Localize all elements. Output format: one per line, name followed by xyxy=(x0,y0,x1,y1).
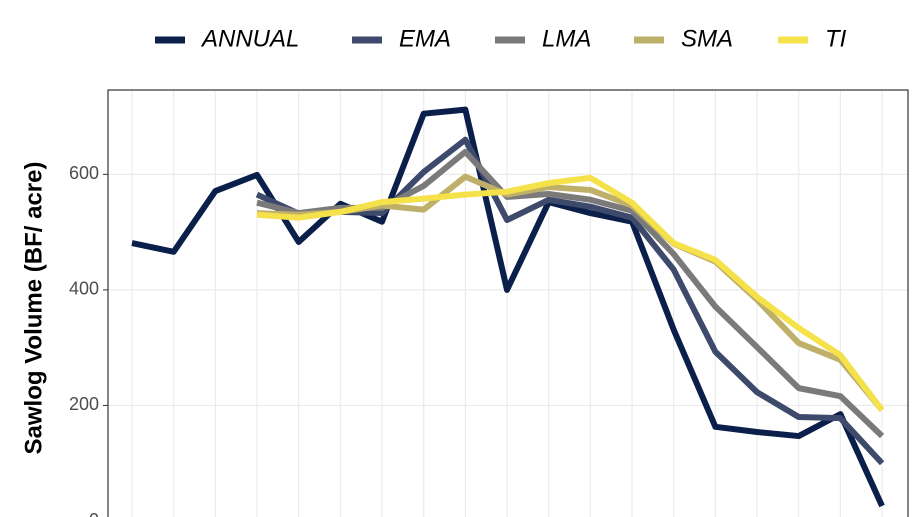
legend-label: SMA xyxy=(681,25,733,52)
y-tick-label: 400 xyxy=(69,279,99,299)
line-series xyxy=(255,136,885,466)
legend-label: ANNUAL xyxy=(200,25,299,52)
legend-label: EMA xyxy=(399,25,451,52)
legend-label: LMA xyxy=(542,25,591,52)
y-tick-label: 200 xyxy=(69,394,99,414)
y-tick-label: 600 xyxy=(69,163,99,183)
legend-label: TI xyxy=(825,25,847,52)
y-axis-title: Sawlog Volume (BF/ acre) xyxy=(20,162,47,455)
plot-background xyxy=(108,90,908,517)
line-series xyxy=(131,106,885,508)
y-tick-label: 0 xyxy=(89,510,99,517)
line-series xyxy=(256,174,885,412)
plot-border xyxy=(107,89,909,517)
